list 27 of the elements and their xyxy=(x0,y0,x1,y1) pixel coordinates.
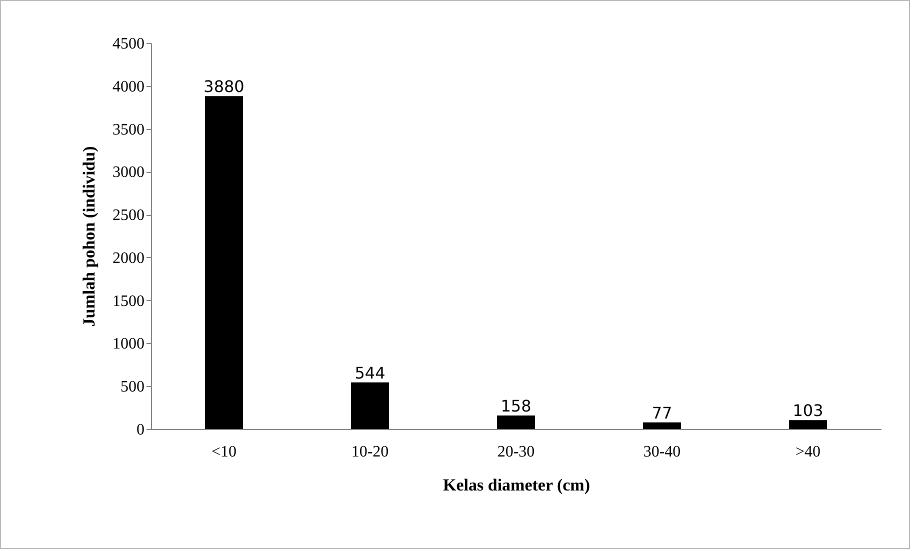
bar xyxy=(497,415,535,429)
x-tick-label: 30-40 xyxy=(643,444,681,460)
y-axis-title: Jumlah pohon (individu) xyxy=(80,146,98,327)
x-tick-label: 20-30 xyxy=(497,444,535,460)
y-tick-label: 4000 xyxy=(112,78,144,96)
x-axis-title: Kelas diameter (cm) xyxy=(443,476,590,494)
x-tick-label: <10 xyxy=(211,444,237,460)
y-tick-label: 4500 xyxy=(112,36,144,52)
y-tick-label: 3000 xyxy=(112,164,144,182)
bar xyxy=(205,96,243,429)
y-tick-label: 2500 xyxy=(112,207,144,224)
data-label: 158 xyxy=(500,396,532,416)
x-tick-label: 10-20 xyxy=(351,444,389,460)
data-label: 544 xyxy=(354,363,386,382)
bar xyxy=(789,420,827,429)
y-tick-label: 500 xyxy=(120,378,144,396)
data-label: 3880 xyxy=(204,77,244,96)
data-label: 77 xyxy=(652,403,672,422)
y-tick-label: 1500 xyxy=(112,292,144,310)
y-tick-label: 1000 xyxy=(112,336,144,353)
y-tick-label: 3500 xyxy=(112,121,144,138)
y-tick-label: 0 xyxy=(136,422,144,438)
y-tick-label: 2000 xyxy=(112,250,144,267)
x-tick-label: >40 xyxy=(795,444,821,460)
data-label: 103 xyxy=(792,401,824,420)
bar xyxy=(643,422,681,429)
bar xyxy=(351,382,389,429)
